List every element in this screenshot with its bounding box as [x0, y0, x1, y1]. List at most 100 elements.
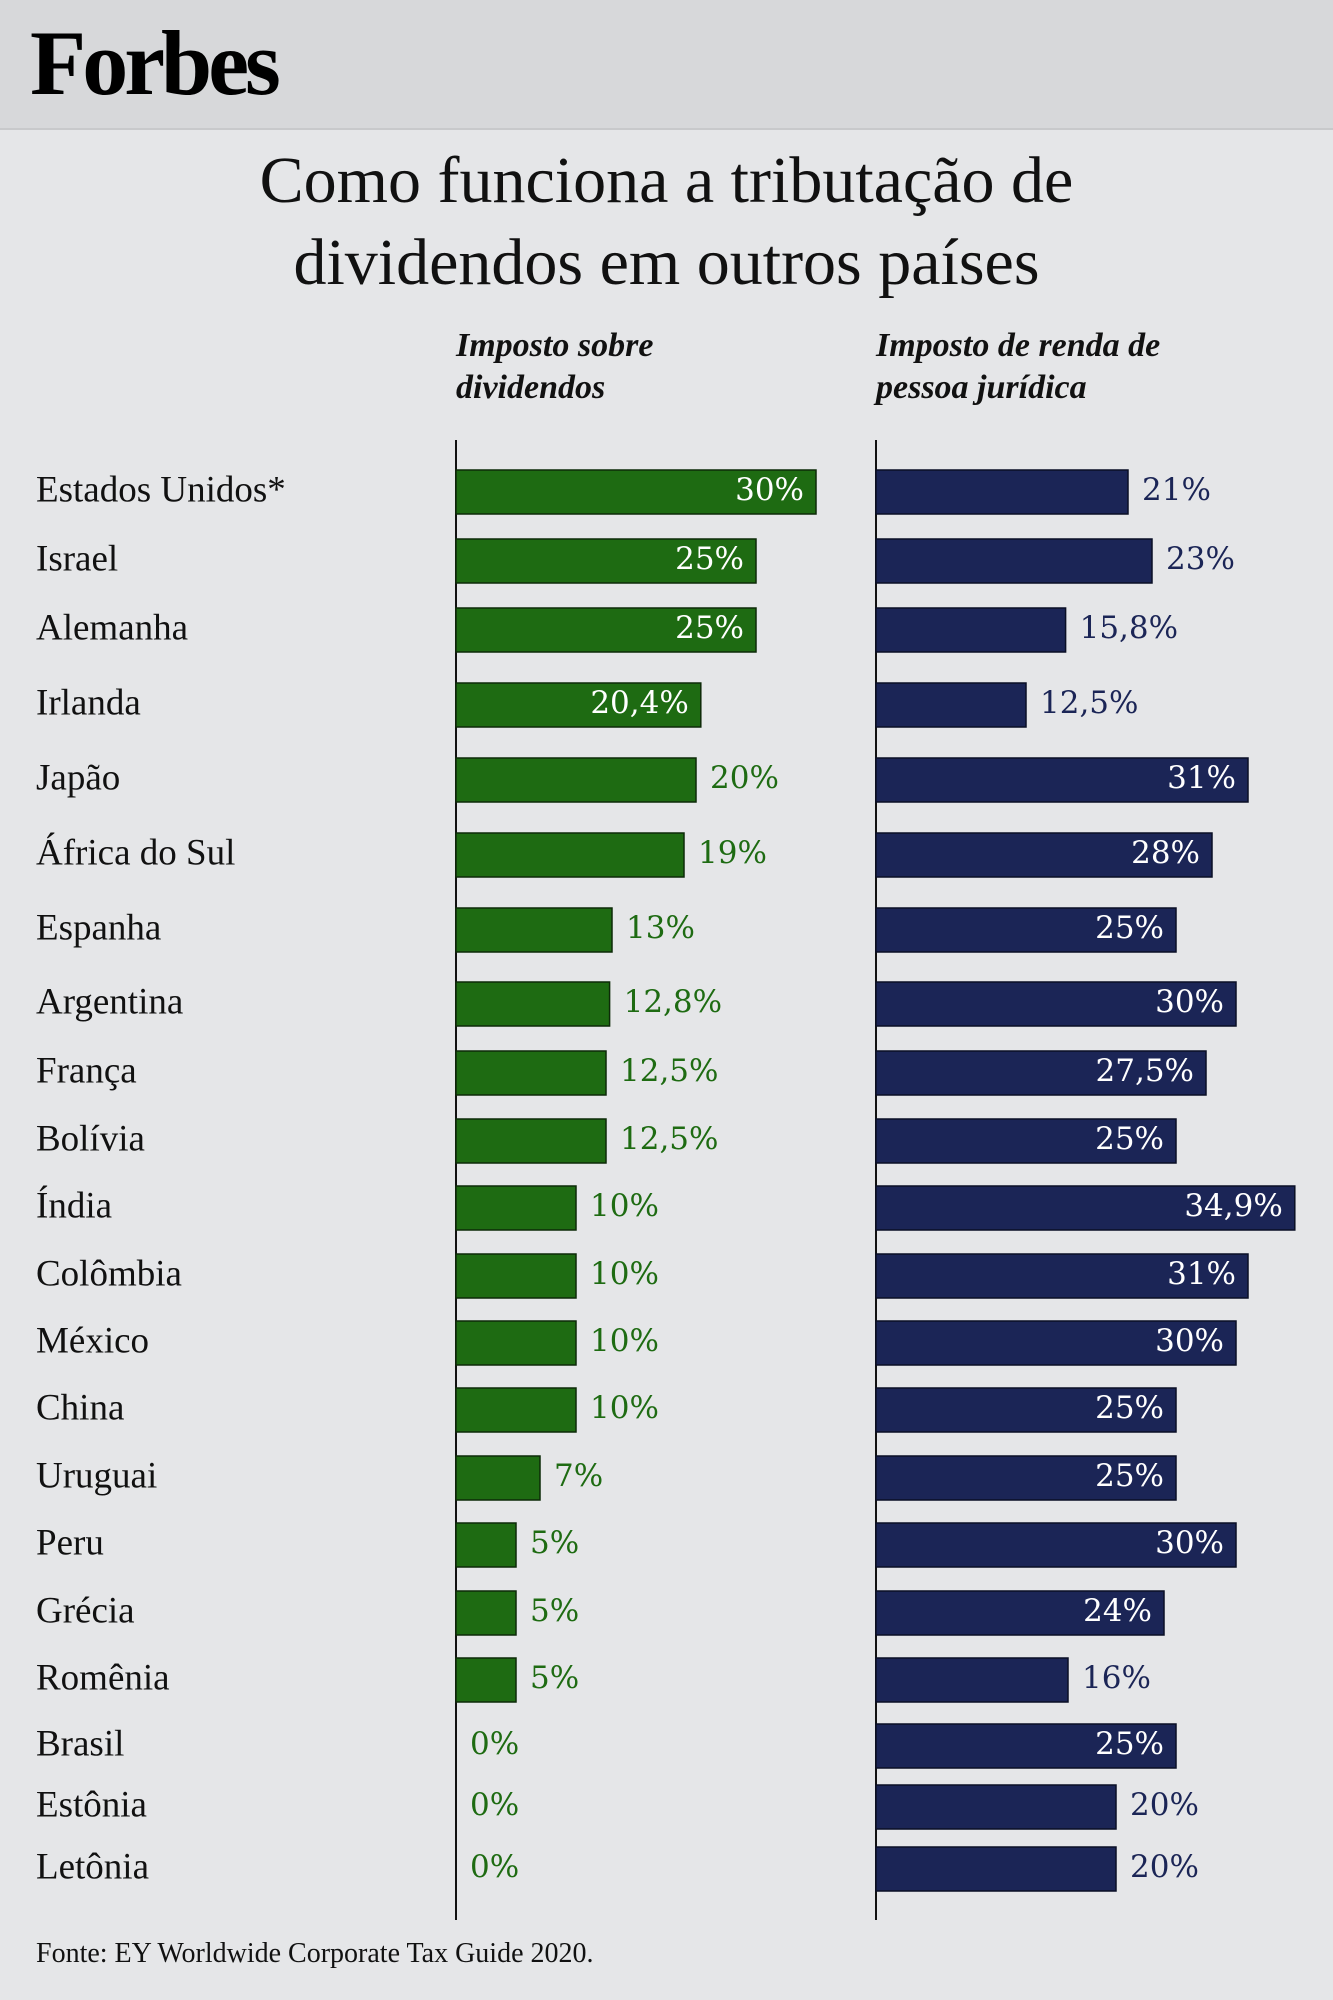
category-label: Israel	[36, 539, 118, 580]
dividend-bar	[455, 981, 611, 1027]
category-label: Índia	[36, 1185, 112, 1227]
corporate-value-label: 23%	[1166, 541, 1235, 577]
corporate-bar	[875, 1387, 1177, 1433]
dividend-bar	[455, 907, 613, 953]
category-label: Alemanha	[36, 608, 188, 649]
corporate-bar	[875, 757, 1249, 803]
dividend-bar	[455, 538, 757, 584]
dividend-bar	[455, 1387, 577, 1433]
dividend-bar	[455, 832, 685, 878]
dividend-value-label: 25%	[675, 541, 744, 577]
dividend-value-label: 13%	[626, 910, 695, 946]
corporate-bar	[875, 1118, 1177, 1164]
dividend-value-label: 20%	[710, 760, 779, 796]
corporate-bar	[875, 1657, 1069, 1703]
chart-title-line-1: Como funciona a tributação de	[259, 144, 1074, 217]
category-label: Irlanda	[36, 683, 141, 724]
dividend-value-label: 30%	[735, 472, 804, 508]
category-label: Japão	[36, 758, 120, 799]
corporate-value-label: 24%	[1083, 1593, 1152, 1629]
corporate-bar	[875, 538, 1153, 584]
corporate-value-label: 25%	[1095, 1458, 1164, 1494]
corporate-bar	[875, 1522, 1237, 1568]
corporate-value-label: 15,8%	[1080, 610, 1178, 646]
corporate-value-label: 21%	[1142, 472, 1211, 508]
category-label: Colômbia	[36, 1254, 182, 1295]
corporate-bar	[875, 469, 1129, 515]
corporate-bar	[875, 1253, 1249, 1299]
category-label: Espanha	[36, 908, 161, 949]
corporate-bar	[875, 1050, 1207, 1096]
dividend-value-label: 12,5%	[620, 1053, 718, 1089]
corporate-bar	[875, 607, 1067, 653]
dividend-value-label: 20,4%	[590, 685, 688, 721]
corporate-column-header: Imposto de renda de pessoa jurídica	[876, 325, 1160, 409]
category-label: Letônia	[36, 1847, 149, 1888]
category-label: Estônia	[36, 1785, 147, 1826]
dividend-bar	[455, 607, 757, 653]
category-label: África do Sul	[36, 832, 235, 874]
corporate-bar	[875, 1320, 1237, 1366]
corporate-value-label: 25%	[1095, 1726, 1164, 1762]
dividend-value-label: 10%	[590, 1188, 659, 1224]
dividend-bar	[455, 1320, 577, 1366]
dividend-value-label: 12,5%	[620, 1121, 718, 1157]
dividend-value-label: 5%	[530, 1660, 579, 1696]
corporate-bar	[875, 1590, 1165, 1636]
corporate-bar	[875, 981, 1237, 1027]
dividend-column-header: Imposto sobre dividendos	[456, 325, 653, 409]
category-label: Estados Unidos*	[36, 470, 286, 511]
category-label: Argentina	[36, 982, 183, 1023]
dividend-value-label: 0%	[470, 1787, 519, 1823]
category-label: Grécia	[36, 1591, 135, 1632]
dividend-header-line-1: Imposto sobre	[456, 327, 654, 364]
corporate-value-label: 12,5%	[1040, 685, 1138, 721]
corporate-value-label: 31%	[1167, 1256, 1236, 1292]
corporate-bar	[875, 1846, 1117, 1892]
dividend-value-label: 0%	[470, 1849, 519, 1885]
dividend-bar	[455, 682, 702, 728]
corporate-value-label: 31%	[1167, 760, 1236, 796]
corporate-value-label: 28%	[1131, 835, 1200, 871]
dividend-value-label: 10%	[590, 1390, 659, 1426]
corporate-bar	[875, 832, 1213, 878]
corporate-bar	[875, 682, 1027, 728]
dividend-header-line-2: dividendos	[456, 369, 606, 406]
dividend-bar	[455, 1253, 577, 1299]
dividend-bar	[455, 1590, 517, 1636]
category-label: Uruguai	[36, 1456, 157, 1497]
corporate-value-label: 20%	[1130, 1849, 1199, 1885]
forbes-logo: Forbes	[30, 12, 281, 114]
dividend-value-label: 5%	[530, 1525, 579, 1561]
corporate-value-label: 27,5%	[1096, 1053, 1194, 1089]
corporate-value-label: 25%	[1095, 1121, 1164, 1157]
dividend-value-label: 10%	[590, 1323, 659, 1359]
category-label: Bolívia	[36, 1119, 145, 1160]
corporate-value-label: 30%	[1155, 1525, 1224, 1561]
corporate-value-label: 25%	[1095, 910, 1164, 946]
corporate-value-label: 34,9%	[1184, 1188, 1282, 1224]
category-label: Romênia	[36, 1658, 170, 1699]
category-label: México	[36, 1321, 149, 1362]
category-label: Brasil	[36, 1724, 124, 1765]
corporate-header-line-2: pessoa jurídica	[876, 369, 1087, 406]
dividend-value-label: 19%	[698, 835, 767, 871]
dividend-bar	[455, 1455, 541, 1501]
dividend-bar	[455, 757, 697, 803]
dividend-value-label: 7%	[554, 1458, 603, 1494]
corporate-value-label: 25%	[1095, 1390, 1164, 1426]
dividend-value-label: 0%	[470, 1726, 519, 1762]
dividend-bar	[455, 1118, 607, 1164]
dividend-bar	[455, 1522, 517, 1568]
dividend-bar	[455, 1657, 517, 1703]
corporate-bar	[875, 1455, 1177, 1501]
corporate-bar	[875, 907, 1177, 953]
corporate-value-label: 16%	[1082, 1660, 1151, 1696]
dividend-value-label: 12,8%	[624, 984, 722, 1020]
corporate-value-label: 30%	[1155, 1323, 1224, 1359]
corporate-bar	[875, 1185, 1296, 1231]
dividend-bar	[455, 1050, 607, 1096]
dividend-bar	[455, 469, 817, 515]
corporate-header-line-1: Imposto de renda de	[876, 327, 1161, 364]
